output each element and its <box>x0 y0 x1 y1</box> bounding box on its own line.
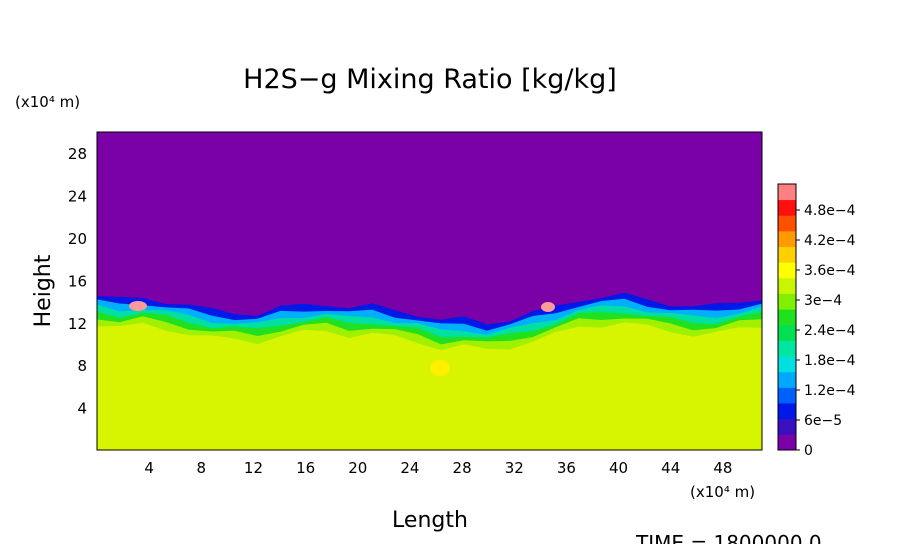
colorbar-swatch-5 <box>778 356 796 373</box>
colorbar-swatch-13 <box>778 230 796 247</box>
y-unit-label: (x10⁴ m) <box>15 93 80 111</box>
interface-feature-2 <box>541 302 555 312</box>
y-tick-labels: 4 8 12 16 20 24 28 <box>68 145 87 417</box>
x-tick-label-4: 20 <box>348 459 367 477</box>
y-tick-label-0: 4 <box>77 400 87 418</box>
x-tick-labels: 4 8 12 16 20 24 28 32 36 40 44 48 <box>144 459 732 477</box>
colorbar-tick-label-5: 3e−4 <box>804 293 842 309</box>
x-tick-label-0: 4 <box>144 459 154 477</box>
y-tick-label-2: 12 <box>68 315 87 333</box>
x-tick-label-1: 8 <box>197 459 207 477</box>
interface-feature-3 <box>430 360 450 376</box>
x-tick-label-7: 32 <box>505 459 524 477</box>
x-tick-label-5: 24 <box>400 459 419 477</box>
x-tick-label-8: 36 <box>557 459 576 477</box>
x-unit-label: (x10⁴ m) <box>690 483 755 501</box>
colorbar-swatch-9 <box>778 293 796 310</box>
colorbar-tick-label-6: 3.6e−4 <box>804 263 856 279</box>
plot-area <box>97 132 762 450</box>
colorbar-tick-label-4: 2.4e−4 <box>804 323 856 339</box>
colorbar-frame <box>777 183 797 451</box>
time-label: TIME = 1800000.0 <box>635 531 822 544</box>
colorbar-swatch-6 <box>778 340 796 357</box>
colorbar-swatch-3 <box>778 387 796 404</box>
colorbar-swatch-15 <box>778 199 796 216</box>
interface-feature-1 <box>129 301 147 311</box>
colorbar-swatch-11 <box>778 262 796 279</box>
y-tick-label-4: 20 <box>68 230 87 248</box>
colorbar-tick-label-2: 1.2e−4 <box>804 383 856 399</box>
y-tick-label-6: 28 <box>68 145 87 163</box>
plot-frame <box>96 131 763 451</box>
y-tick-label-5: 24 <box>68 188 87 206</box>
y-tick-label-3: 16 <box>68 272 87 290</box>
colorbar-swatch-14 <box>778 215 796 232</box>
colorbar-tick-label-7: 4.2e−4 <box>804 233 856 249</box>
x-tick-label-6: 28 <box>453 459 472 477</box>
x-tick-label-2: 12 <box>244 459 263 477</box>
colorbar-swatch-4 <box>778 371 796 388</box>
x-tick-label-11: 48 <box>713 459 732 477</box>
y-axis-label: Height <box>31 254 56 327</box>
colorbar-swatch-10 <box>778 277 796 294</box>
interface-band-5 <box>97 322 762 450</box>
colorbar-tick-label-8: 4.8e−4 <box>804 203 856 219</box>
colorbar: 0 6e−5 1.2e−4 1.8e−4 2.4e−4 3e−4 3.6e−4 4.2e−4 4… <box>777 183 856 459</box>
colorbar-swatch-7 <box>778 324 796 341</box>
colorbar-swatch-2 <box>778 403 796 420</box>
colorbar-tick-label-1: 6e−5 <box>804 413 842 429</box>
chart-title: H2S−g Mixing Ratio [kg/kg] <box>243 64 617 95</box>
colorbar-tick-label-3: 1.8e−4 <box>804 353 856 369</box>
colorbar-tick-label-0: 0 <box>804 443 813 459</box>
x-axis-label: Length <box>392 508 468 533</box>
colorbar-swatch-8 <box>778 309 796 326</box>
lower-region-lump-1 <box>110 380 170 410</box>
x-tick-label-10: 44 <box>661 459 680 477</box>
y-tick-label-1: 8 <box>77 357 87 375</box>
colorbar-swatch-12 <box>778 246 796 263</box>
colorbar-swatch-16 <box>778 184 796 201</box>
x-tick-label-3: 16 <box>296 459 315 477</box>
colorbar-swatch-0 <box>778 434 796 451</box>
colorbar-swatch-1 <box>778 418 796 435</box>
x-tick-label-9: 40 <box>609 459 628 477</box>
